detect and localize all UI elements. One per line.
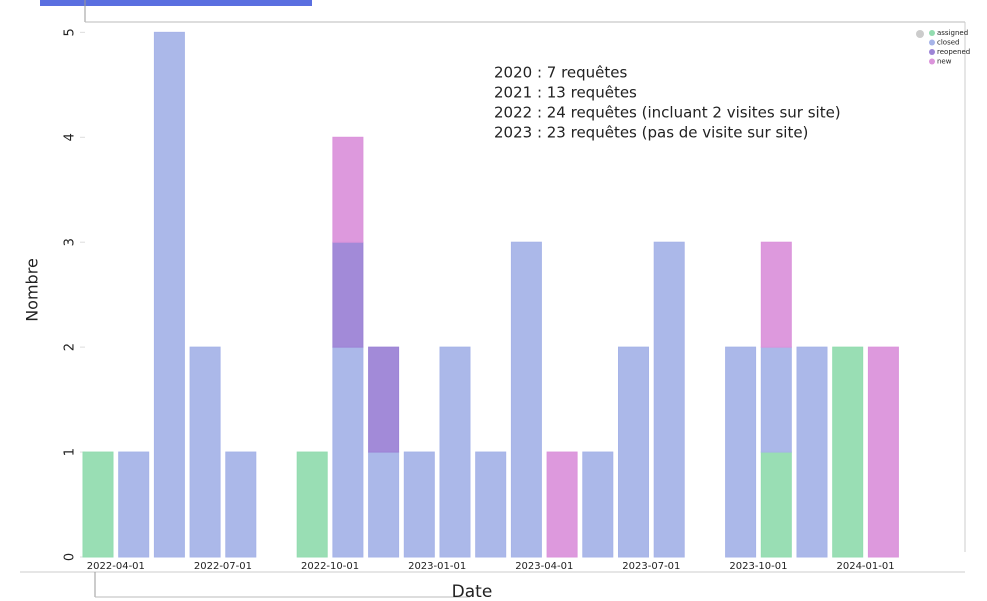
legend-label: assigned [937, 29, 968, 37]
annotation: 2020 : 7 requêtes [494, 64, 628, 82]
bar-segment [332, 346, 364, 558]
annotation: 2022 : 24 requêtes (incluant 2 visites s… [494, 104, 841, 122]
bar-segment [118, 451, 150, 558]
x-tick-label: 2022-10-01 [301, 561, 359, 572]
x-tick-label: 2023-01-01 [408, 561, 466, 572]
x-axis-label: Date [452, 582, 493, 601]
bar-segment [368, 451, 400, 558]
bar-segment [475, 451, 507, 558]
x-tick-label: 2022-04-01 [87, 561, 145, 572]
bar-segment [368, 346, 400, 453]
bar-segment [760, 346, 792, 453]
legend-swatch [929, 49, 935, 55]
y-tick-label: 5 [63, 28, 78, 36]
bar-segment [796, 346, 828, 558]
bar-segment [725, 346, 757, 558]
bar-segment [546, 451, 578, 558]
bar-segment [332, 241, 364, 348]
y-tick-label: 1 [63, 448, 78, 456]
legend-icon [916, 30, 924, 38]
annotation: 2023 : 23 requêtes (pas de visite sur si… [494, 124, 808, 142]
x-tick-label: 2023-07-01 [622, 561, 680, 572]
legend-swatch [929, 58, 935, 65]
bar-segment [296, 451, 328, 558]
bar-segment [82, 451, 114, 558]
x-tick-label: 2024-01-01 [836, 561, 894, 572]
bar-segment [225, 451, 257, 558]
bar-segment [510, 241, 542, 558]
y-axis-label: Nombre [23, 258, 42, 322]
annotation: 2021 : 13 requêtes [494, 84, 637, 102]
x-tick-label: 2023-10-01 [729, 561, 787, 572]
bar-segment [760, 241, 792, 348]
legend-label: reopened [937, 48, 970, 56]
bar-segment [439, 346, 471, 558]
bar-segment [760, 451, 792, 558]
bar-segment [332, 136, 364, 243]
x-tick-label: 2023-04-01 [515, 561, 573, 572]
y-tick-label: 4 [63, 133, 78, 141]
x-tick-label: 2022-07-01 [194, 561, 252, 572]
y-tick-label: 0 [63, 553, 78, 561]
bar-segment [153, 31, 185, 558]
top-button[interactable] [40, 0, 312, 6]
bar-segment [832, 346, 864, 558]
bar-segment [403, 451, 435, 558]
bar-segment [867, 346, 899, 558]
y-tick-label: 3 [63, 238, 78, 246]
legend-label: closed [937, 39, 959, 47]
legend-swatch [929, 30, 935, 36]
bar-segment [653, 241, 685, 558]
bar-segment [189, 346, 221, 558]
legend-label: new [937, 58, 952, 66]
bar-segment [582, 451, 614, 558]
y-tick-label: 2 [63, 343, 78, 351]
bar-segment [618, 346, 649, 558]
legend-swatch [929, 39, 935, 46]
